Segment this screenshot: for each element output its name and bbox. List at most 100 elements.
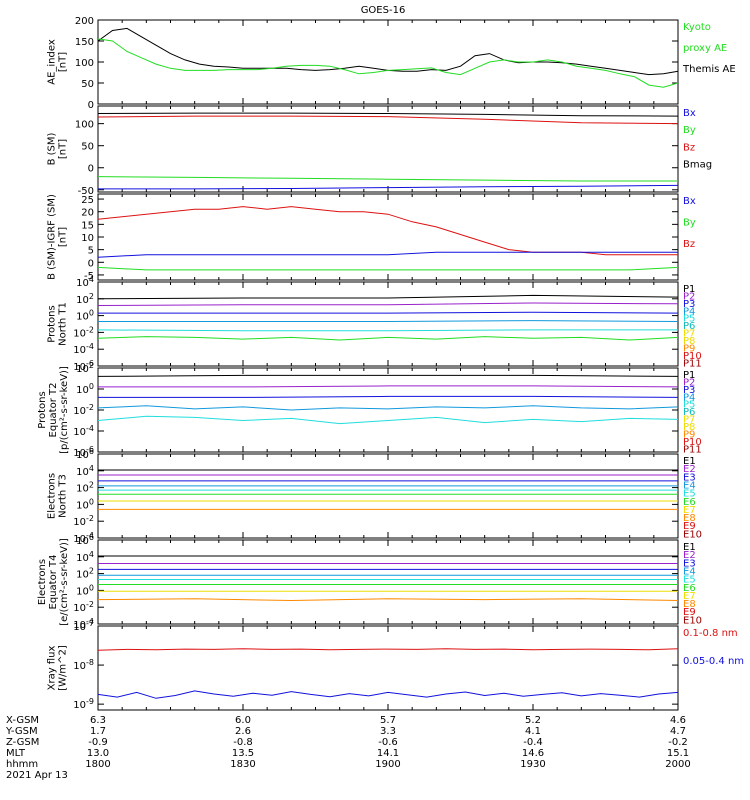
y-tick-label: 100 (75, 120, 94, 131)
y-tick-label: 10-2 (73, 514, 94, 528)
y-tick-label: 10-4 (73, 617, 94, 631)
y-tick-label: 50 (81, 79, 94, 90)
y-tick-label: 102 (76, 361, 94, 375)
legend-entry: E3 (683, 558, 696, 569)
legend-entry: P10 (683, 437, 702, 448)
y-tick-label: 100 (76, 583, 94, 597)
y-tick-label: 10-8 (73, 658, 94, 672)
legend-entry: Themis AE (682, 64, 736, 75)
series-line-0-1-0-8-nm (97, 648, 679, 651)
series-line-kyoto-proxy-ae (97, 38, 679, 88)
ephemeris-row-label: hhmm (6, 759, 38, 770)
legend-entry: P8 (683, 336, 695, 347)
series-line-p1 (97, 374, 679, 377)
legend-entry: P3 (683, 299, 695, 310)
legend-entry: E7 (683, 505, 696, 516)
y-tick-label: 102 (76, 292, 94, 306)
y-tick-label: 104 (76, 275, 94, 289)
y-tick-label: 100 (76, 497, 94, 511)
y-axis-label: B (SM)-IGRF (SM) (47, 194, 58, 280)
legend-entry: By (683, 218, 696, 229)
ephemeris-value: 1930 (520, 759, 545, 770)
series-line-themis-ae (97, 27, 679, 76)
panel-6-frame (97, 453, 679, 539)
y-axis-label: Equator T4 (48, 555, 59, 610)
series-line-p5 (97, 329, 678, 332)
ephemeris-value: -0.9 (88, 737, 108, 748)
legend-entry: Bz (683, 142, 695, 153)
legend-entry: E3 (683, 472, 696, 483)
ephemeris-value: 1900 (375, 759, 400, 770)
legend-entry: P11 (683, 444, 702, 455)
ephemeris-row-label: X-GSM (6, 715, 39, 726)
legend-entry: E10 (683, 615, 702, 626)
y-axis-label: North T3 (58, 474, 69, 518)
y-axis-label: AE_index (47, 39, 58, 85)
legend-entry: P8 (683, 422, 695, 433)
y-axis-label: Xray flux (47, 646, 58, 691)
y-tick-label: 50 (81, 142, 94, 153)
series-line-p5 (97, 415, 679, 425)
ephemeris-value: 13.0 (87, 748, 109, 759)
ephemeris-value: -0.2 (668, 737, 688, 748)
legend-entry: E9 (683, 607, 696, 618)
y-tick-label: 100 (76, 309, 94, 323)
y-tick-label: 10-4 (73, 531, 94, 545)
legend-entry: P1 (683, 370, 695, 381)
ephemeris-value: 1800 (85, 759, 110, 770)
series-line-p2 (97, 302, 679, 306)
panel-7-frame (97, 539, 679, 625)
y-axis-label: Equator T2 (48, 383, 59, 438)
y-tick-label: -50 (78, 186, 94, 197)
y-tick-label: 10-7 (73, 619, 94, 633)
ephemeris-value: 13.5 (232, 748, 254, 759)
legend-entry: E6 (683, 583, 696, 594)
y-tick-label: 10-6 (73, 445, 94, 459)
y-tick-label: 15 (81, 220, 94, 231)
legend-entry: P7 (683, 415, 695, 426)
panel-3-frame (97, 193, 679, 281)
y-tick-label: 10 (81, 233, 94, 244)
legend-entry: E9 (683, 521, 696, 532)
ephemeris-row-label: MLT (6, 748, 26, 759)
legend-entry: P9 (683, 429, 695, 440)
panel-5-frame (97, 367, 679, 453)
y-axis-label: Protons (47, 305, 58, 342)
legend-entry: E7 (683, 591, 696, 602)
series-line-e8 (97, 598, 679, 602)
y-tick-label: 200 (75, 16, 94, 27)
y-tick-label: 104 (76, 464, 94, 478)
legend-entry: Bmag (683, 160, 712, 171)
panel-1-frame (97, 19, 679, 105)
y-axis-label: [nT] (58, 52, 69, 72)
series-line-p2 (98, 385, 679, 388)
legend-entry: P1 (683, 284, 695, 295)
y-axis-label: [W/m^2] (58, 645, 69, 691)
series-line-bz (97, 206, 678, 256)
ephemeris-value: 5.2 (525, 715, 541, 726)
ephemeris-value: 4.7 (670, 726, 686, 737)
legend-entry: By (683, 125, 696, 136)
y-axis-label: [e/(cm²-s-sr-keV)] (59, 538, 70, 626)
ephemeris-value: -0.6 (378, 737, 398, 748)
ephemeris-value: 14.6 (522, 748, 544, 759)
ephemeris-value: 4.1 (525, 726, 541, 737)
y-tick-label: 0 (88, 100, 94, 111)
y-axis-label: B (SM) (47, 132, 58, 165)
y-axis-label: [nT] (58, 139, 69, 159)
legend-entry: E5 (683, 489, 696, 500)
series-line-by (97, 176, 678, 182)
ephemeris-row-label: Y-GSM (5, 726, 38, 737)
series-line-p3 (98, 311, 679, 314)
y-axis-label: Electrons (37, 559, 48, 605)
legend-entry: E8 (683, 513, 696, 524)
ephemeris-value: 6.3 (90, 715, 106, 726)
series-line-p4 (97, 405, 679, 411)
legend-entry: E2 (683, 464, 696, 475)
legend-entry: proxy AE (683, 43, 727, 54)
y-tick-label: 106 (76, 447, 94, 461)
legend-entry: P10 (683, 351, 702, 362)
ephemeris-value: -0.8 (233, 737, 253, 748)
